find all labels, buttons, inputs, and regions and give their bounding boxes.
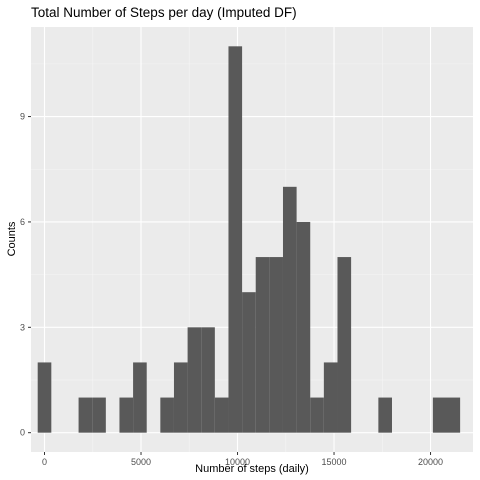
- x-tick-label: 5000: [131, 457, 151, 467]
- histogram-bar: [310, 397, 324, 433]
- histogram-bar: [255, 257, 270, 433]
- histogram-bar: [296, 221, 311, 433]
- histogram-bars: [37, 46, 461, 433]
- histogram-bar: [337, 257, 352, 433]
- histogram-bar: [160, 397, 174, 433]
- histogram-bar: [78, 397, 93, 433]
- histogram-bar: [187, 327, 202, 433]
- y-axis-title: Counts: [6, 221, 18, 256]
- histogram-bar: [269, 257, 283, 433]
- histogram-bar: [173, 362, 188, 433]
- x-tick-label: 10000: [225, 457, 250, 467]
- y-tick-label: 6: [20, 217, 25, 227]
- y-tick-label: 9: [20, 112, 25, 122]
- y-axis: 0 3 6 9: [20, 112, 31, 438]
- x-tick-label: 0: [42, 457, 47, 467]
- histogram-bar: [446, 397, 461, 433]
- histogram-bar: [242, 292, 256, 433]
- x-tick-label: 20000: [418, 457, 443, 467]
- histogram-bar: [92, 397, 106, 433]
- x-axis: 0 5000 10000 15000 20000: [42, 452, 443, 467]
- histogram-bar: [432, 397, 447, 433]
- x-axis-title: Number of steps (daily): [195, 463, 309, 475]
- chart-title: Total Number of Steps per day (Imputed D…: [31, 5, 297, 20]
- histogram-bar: [119, 397, 134, 433]
- histogram-bar: [37, 362, 52, 433]
- histogram-bar: [323, 362, 338, 433]
- histogram-bar: [133, 362, 147, 433]
- y-tick-label: 3: [20, 322, 25, 332]
- histogram-bar: [201, 327, 215, 433]
- y-tick-label: 0: [20, 428, 25, 438]
- histogram-bar: [214, 397, 229, 433]
- histogram-bar: [228, 46, 243, 433]
- histogram-bar: [378, 397, 392, 433]
- x-tick-label: 15000: [322, 457, 347, 467]
- histogram-bar: [282, 186, 297, 433]
